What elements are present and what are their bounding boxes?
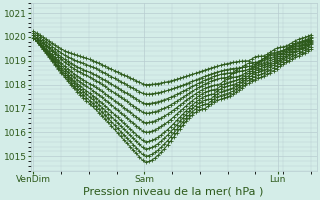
X-axis label: Pression niveau de la mer( hPa ): Pression niveau de la mer( hPa ) (84, 187, 264, 197)
